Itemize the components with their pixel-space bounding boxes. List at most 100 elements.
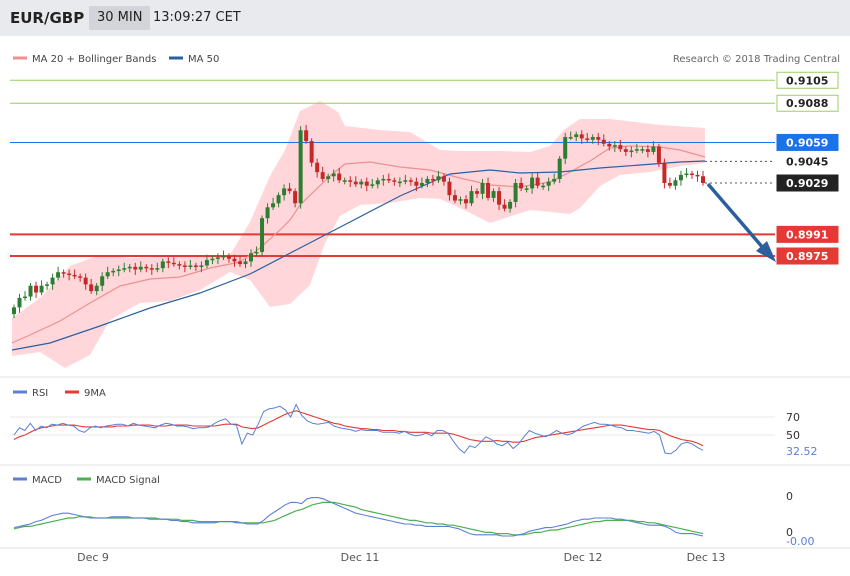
candle-body: [271, 203, 276, 208]
candle-body: [138, 266, 143, 270]
candle-body: [155, 268, 160, 270]
candle-body: [39, 285, 44, 293]
candle-body: [28, 285, 33, 297]
candle-body: [513, 183, 518, 202]
candle-body: [403, 180, 408, 182]
candle-body: [177, 264, 182, 266]
candle-body: [607, 143, 612, 147]
candle-body: [243, 261, 248, 265]
candle-body: [524, 188, 529, 190]
candle-body: [260, 218, 265, 252]
candle-body: [210, 258, 215, 261]
candle-body: [695, 174, 700, 177]
candle-body: [430, 178, 435, 181]
candle-body: [254, 251, 259, 254]
candle-body: [50, 277, 55, 285]
legend-ma20-label: MA 20 + Bollinger Bands: [32, 54, 156, 65]
candle-body: [149, 268, 154, 270]
candle-body: [72, 274, 77, 277]
candle-body: [182, 265, 187, 267]
price-levels: [10, 79, 775, 257]
price-label-text: 0.9088: [786, 97, 828, 110]
candle-body: [331, 173, 336, 177]
candle-body: [337, 173, 342, 181]
x-label-dec13: Dec 13: [687, 551, 726, 564]
price-label-box: [776, 225, 839, 243]
candle-body: [408, 180, 413, 182]
candle-body: [287, 188, 292, 192]
candle-body: [89, 284, 94, 292]
rsi-9ma-line: [13, 410, 704, 447]
candle-body: [232, 258, 237, 262]
candle-body: [17, 297, 22, 308]
legend-macd-signal-label: MACD Signal: [96, 475, 160, 486]
candle-body: [629, 150, 634, 153]
candle-body: [645, 149, 650, 152]
candle-body: [491, 191, 496, 198]
legend-rsi-label: RSI: [32, 388, 48, 399]
legend-ma50-label: MA 50: [188, 54, 219, 65]
candle-body: [618, 145, 623, 150]
candle-body: [552, 178, 557, 182]
candle-body: [463, 199, 468, 204]
price-label-box: [776, 247, 839, 265]
candle-body: [563, 137, 568, 159]
candle-body: [309, 141, 314, 163]
candle-body: [199, 265, 204, 267]
macd-last-value: -0.00: [786, 535, 814, 548]
clock-time: 13:09:27 CET: [153, 10, 241, 25]
candle-body: [133, 266, 138, 270]
candle-body: [662, 162, 667, 183]
candle-body: [12, 307, 16, 315]
candle-body: [359, 181, 364, 185]
candle-body: [221, 256, 226, 258]
candle-body: [612, 145, 617, 147]
candle-body: [678, 174, 683, 181]
candle-body: [640, 149, 645, 151]
rsi-panel: RSI 9MA 70 50 32.52: [10, 388, 818, 458]
candle-body: [419, 183, 424, 186]
candle-body: [105, 272, 110, 277]
candle-body: [701, 176, 705, 183]
research-credit: Research © 2018 Trading Central: [673, 54, 840, 65]
candle-body: [282, 188, 287, 196]
candle-body: [370, 184, 375, 186]
candle-body: [23, 296, 28, 299]
candle-body: [67, 273, 72, 276]
candle-body: [601, 139, 606, 144]
rsi-line: [13, 403, 704, 455]
candle-body: [226, 256, 231, 259]
candle-body: [585, 138, 590, 140]
price-label-box: [776, 152, 839, 170]
forecast-arrow-shaft: [706, 182, 766, 251]
candle-body: [61, 272, 66, 274]
candle-body: [425, 178, 430, 183]
bollinger-band: [12, 101, 705, 368]
price-label-text: 0.9059: [786, 136, 828, 149]
candle-body: [519, 183, 524, 189]
candle-body: [480, 183, 485, 194]
rsi-last-value: 32.52: [786, 445, 818, 458]
candle-body: [204, 260, 209, 266]
candle-body: [265, 207, 270, 219]
candle-body: [188, 265, 193, 267]
candle-body: [497, 191, 502, 205]
x-axis: Dec 9 Dec 11 Dec 12 Dec 13: [0, 547, 850, 564]
timeframe-button[interactable]: 30 MIN: [89, 6, 151, 30]
candle-body: [634, 149, 639, 151]
candle-body: [34, 285, 39, 293]
x-label-dec9: Dec 9: [77, 551, 109, 564]
candle-body: [171, 262, 176, 265]
x-label-dec12: Dec 12: [564, 551, 603, 564]
price-label-text: 0.8991: [786, 228, 828, 241]
macd-signal-line: [13, 501, 704, 536]
candle-body: [100, 276, 105, 286]
candle-body: [651, 146, 656, 152]
candle-body: [574, 134, 579, 138]
candle-body: [541, 185, 546, 188]
candle-body: [579, 134, 584, 139]
rsi-tick-70: 70: [786, 411, 800, 424]
candle-body: [667, 183, 672, 186]
price-label-box: [776, 71, 839, 89]
macd-tick-lower: 0: [786, 526, 793, 539]
